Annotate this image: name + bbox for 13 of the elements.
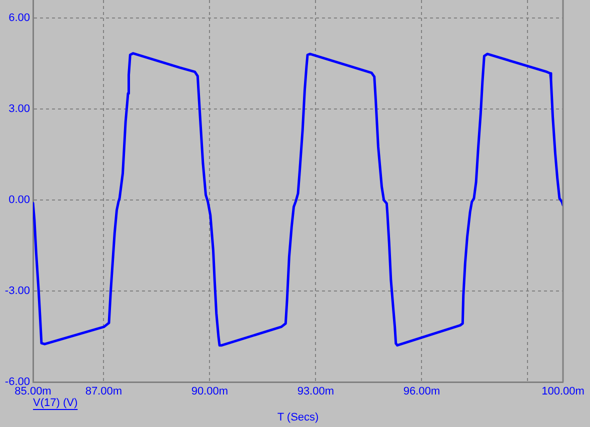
y-tick-label: -3.00 [4,285,30,298]
x-tick-label: 87.00m [85,386,122,398]
x-axis-title: T (Secs) [277,411,319,424]
x-tick-label: 100.00m [542,386,584,398]
x-tick-label: 85.00m [14,386,52,398]
y-tick-label: 0.00 [8,194,30,206]
x-tick-label: 90.00m [191,386,228,398]
y-tick-label: 3.00 [8,103,30,116]
y-tick-label: -6.00 [4,376,30,388]
y-tick-label: 6.00 [8,12,30,24]
x-tick-label: 93.00m [297,386,334,398]
x-tick-label: 96.00m [403,386,440,398]
text: V(17) (V) [33,397,78,410]
